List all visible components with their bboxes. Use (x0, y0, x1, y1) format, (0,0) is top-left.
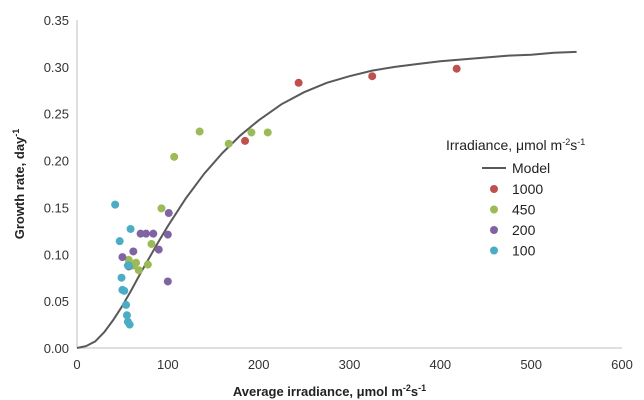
y-tick-labels: 0.00 0.05 0.10 0.15 0.20 0.25 0.30 0.35 (44, 13, 69, 356)
data-points (111, 64, 461, 329)
y-axis-title-main: Growth rate, day (12, 136, 27, 239)
data-point-450 (263, 128, 272, 137)
x-tick-label: 400 (429, 357, 451, 372)
y-tick-label: 0.20 (44, 154, 69, 169)
data-point-200 (164, 209, 173, 218)
data-point-1000 (241, 136, 250, 145)
data-point-100 (115, 237, 124, 246)
legend-label-450: 450 (512, 202, 536, 218)
data-point-450 (170, 152, 179, 161)
legend-title-sup1: -2 (562, 137, 570, 147)
x-axis-title-sup2: -1 (418, 383, 426, 393)
legend: Irradiance, μmol m-2s-1 Model 1000 450 200… (446, 137, 585, 259)
legend-swatch-450 (490, 205, 498, 214)
x-tick-label: 100 (157, 357, 179, 372)
data-point-100 (120, 286, 129, 295)
x-tick-label: 500 (520, 357, 542, 372)
x-tick-label: 0 (73, 357, 80, 372)
model-curve (76, 50, 577, 349)
x-tick-label: 300 (339, 357, 361, 372)
y-tick-label: 0.30 (44, 60, 69, 75)
data-point-1000 (294, 78, 303, 87)
y-tick-label: 0.25 (44, 107, 69, 122)
legend-label-100: 100 (512, 243, 536, 259)
x-axis-title-sup1: -2 (403, 383, 411, 393)
data-point-200 (163, 230, 172, 239)
data-point-200 (142, 229, 151, 238)
y-tick-label: 0.05 (44, 294, 69, 309)
y-tick-label: 0.00 (44, 341, 69, 356)
data-point-450 (143, 260, 152, 269)
data-point-450 (195, 127, 204, 136)
data-point-100 (125, 320, 134, 329)
x-tick-label: 200 (248, 357, 270, 372)
legend-label-200: 200 (512, 222, 536, 238)
legend-title: Irradiance, μmol m-2s-1 (446, 137, 585, 153)
data-point-200 (118, 253, 127, 262)
x-tick-label: 600 (611, 357, 633, 372)
legend-swatch-1000 (490, 185, 498, 193)
y-tick-label: 0.15 (44, 200, 69, 215)
data-point-100 (122, 311, 131, 320)
data-point-450 (157, 204, 166, 213)
legend-title-mid: s (570, 137, 577, 153)
axes (76, 20, 622, 349)
data-point-200 (163, 277, 172, 286)
legend-swatch-200 (490, 226, 498, 234)
legend-model-label: Model (512, 160, 550, 176)
model-curve-group (76, 50, 577, 349)
legend-label-1000: 1000 (512, 181, 543, 197)
y-axis-title-sup: -1 (11, 129, 21, 137)
legend-series-entries: 1000 450 200 100 (490, 181, 543, 259)
legend-swatch-100 (490, 246, 498, 255)
data-point-100 (124, 261, 133, 270)
data-point-100 (111, 200, 120, 209)
data-point-450 (132, 258, 141, 267)
data-point-1000 (368, 72, 377, 81)
data-point-100 (122, 300, 131, 309)
data-point-100 (126, 224, 135, 233)
data-point-200 (129, 247, 138, 256)
data-point-450 (147, 239, 156, 248)
data-point-200 (149, 229, 158, 238)
x-tick-labels: 0 100 200 300 400 500 600 (73, 357, 632, 372)
data-point-1000 (452, 64, 461, 73)
y-tick-label: 0.35 (44, 13, 69, 28)
legend-title-sup2: -1 (577, 137, 585, 147)
data-point-100 (117, 273, 126, 282)
y-axis-title: Growth rate, day-1 (11, 129, 27, 240)
data-point-200 (154, 245, 163, 254)
data-point-450 (224, 139, 233, 148)
x-axis-title: Average irradiance, μmol m-2s-1 (233, 383, 426, 399)
x-axis-title-mid: s (411, 384, 418, 399)
data-point-450 (247, 128, 256, 137)
x-axis-title-main: Average irradiance, μmol m (233, 384, 403, 399)
legend-title-main: Irradiance, μmol m (446, 137, 562, 153)
y-tick-label: 0.10 (44, 247, 69, 262)
data-point-450 (134, 266, 143, 275)
